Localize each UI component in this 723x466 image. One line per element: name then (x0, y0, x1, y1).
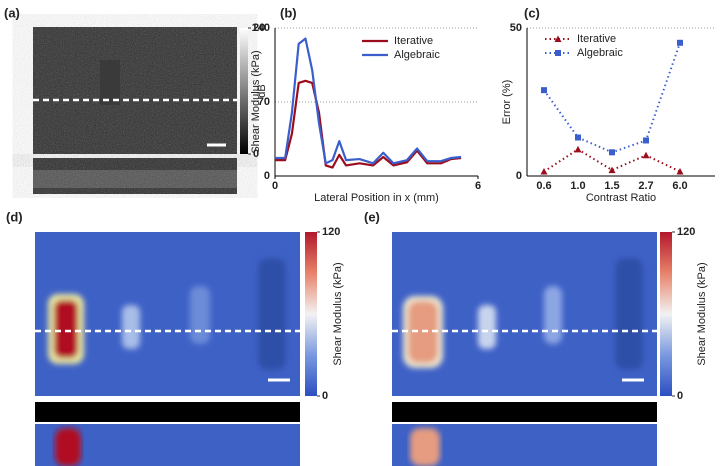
colorbar-label: Shear Modulus (kPa) (696, 262, 708, 365)
legend-label: Iterative (577, 33, 616, 45)
marker (575, 134, 581, 141)
series-line (543, 148, 681, 173)
x-tick-label: 6.0 (672, 180, 687, 192)
marker (541, 87, 547, 94)
colorbar-tick-label: 120 (322, 226, 340, 238)
x-tick-label: 0 (272, 180, 278, 192)
marker (554, 35, 562, 42)
x-tick-label: 6 (475, 180, 481, 192)
marker (643, 137, 649, 144)
y-axis-label: Error (%) (501, 80, 513, 125)
y-tick-label: 0 (516, 170, 522, 182)
y-axis-label: Shear Modulus (kPa) (250, 50, 262, 153)
y-tick-label: 50 (510, 22, 522, 34)
colorbar-label: dB (256, 84, 268, 97)
marker (642, 151, 650, 159)
x-tick-label: 2.7 (638, 180, 653, 192)
colorbar-tick-label: 120 (677, 226, 695, 238)
colorbar-tick-label: 20 (253, 22, 265, 34)
y-tick-label: 140 (252, 22, 270, 34)
x-tick-label: 1.0 (570, 180, 585, 192)
elastogram-iterative (35, 232, 300, 396)
marker (574, 145, 582, 153)
colorbar-tick-label: 0 (253, 148, 259, 160)
marker (677, 39, 683, 46)
x-axis-label: Lateral Position in x (mm) (314, 192, 439, 204)
y-tick-label: 0 (264, 170, 270, 182)
x-tick-label: 1.5 (604, 180, 619, 192)
ultrasound-image (33, 27, 248, 194)
panel-label: (c) (524, 5, 540, 20)
series-line (275, 79, 462, 169)
legend-label: Algebraic (577, 47, 623, 59)
marker (609, 149, 615, 156)
marker (540, 168, 548, 175)
elastogram-algebraic (392, 232, 657, 396)
marker (555, 50, 561, 56)
x-axis-label: Contrast Ratio (586, 192, 656, 204)
legend-label: Iterative (394, 35, 433, 47)
colorbar-label: Shear Modulus (kPa) (332, 262, 344, 365)
colorbar-tick-label: 0 (677, 390, 683, 402)
series-line (275, 37, 462, 165)
y-tick-label: 70 (258, 96, 270, 108)
x-tick-label: 0.6 (536, 180, 551, 192)
panel-label: (a) (4, 5, 20, 20)
panel-label: (b) (280, 5, 297, 20)
series-line (543, 42, 681, 154)
panel-label: (e) (364, 209, 380, 224)
legend-label: Algebraic (394, 49, 440, 61)
panel-label: (d) (6, 209, 23, 224)
marker (676, 168, 684, 175)
marker (608, 166, 616, 174)
colorbar-tick-label: 0 (322, 390, 328, 402)
